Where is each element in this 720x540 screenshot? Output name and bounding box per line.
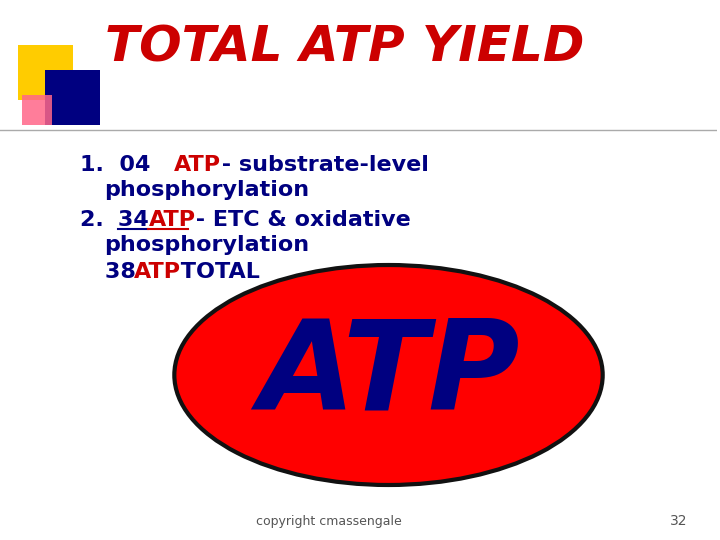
Text: ATP: ATP — [174, 155, 221, 175]
Text: phosphorylation: phosphorylation — [104, 180, 310, 200]
Text: 38: 38 — [104, 262, 143, 282]
Text: - substrate-level: - substrate-level — [214, 155, 429, 175]
FancyBboxPatch shape — [45, 70, 99, 125]
FancyBboxPatch shape — [18, 45, 73, 100]
Text: ATP: ATP — [258, 314, 519, 435]
Ellipse shape — [174, 265, 603, 485]
Text: ATP: ATP — [148, 210, 195, 230]
Text: - ETC & oxidative: - ETC & oxidative — [188, 210, 411, 230]
Text: TOTAL: TOTAL — [174, 262, 260, 282]
Text: phosphorylation: phosphorylation — [104, 235, 310, 255]
Text: 32: 32 — [670, 514, 688, 528]
Text: TOTAL ATP YIELD: TOTAL ATP YIELD — [104, 24, 584, 72]
Text: 34: 34 — [117, 210, 156, 230]
Text: 1.  04: 1. 04 — [80, 155, 158, 175]
Text: copyright cmassengale: copyright cmassengale — [256, 515, 402, 528]
Text: 2.: 2. — [80, 210, 119, 230]
Text: ATP: ATP — [133, 262, 181, 282]
FancyBboxPatch shape — [22, 95, 52, 125]
